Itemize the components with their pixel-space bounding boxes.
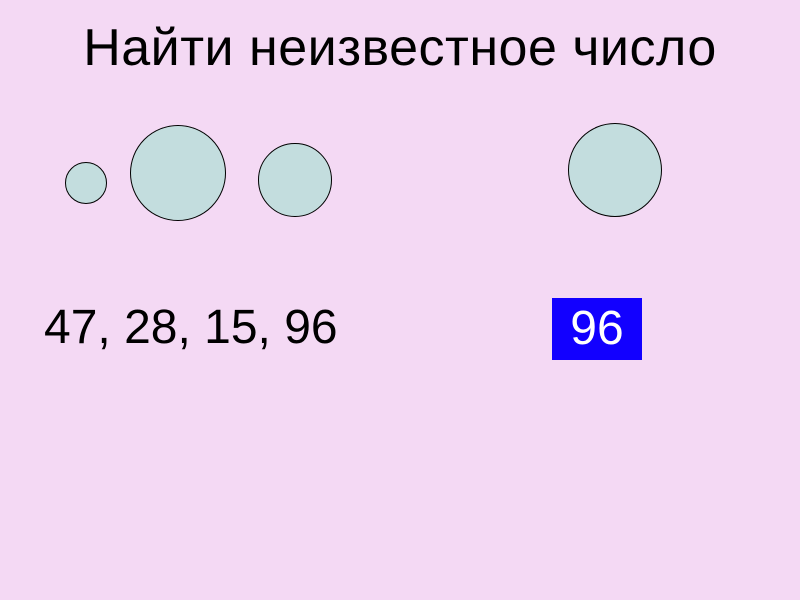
circle-4 — [568, 123, 662, 217]
circle-3 — [258, 143, 332, 217]
circle-1 — [65, 162, 107, 204]
circle-2 — [130, 125, 226, 221]
answer-box: 96 — [552, 298, 642, 360]
number-list: 47, 28, 15, 96 — [44, 300, 338, 355]
page-title: Найти неизвестное число — [0, 18, 800, 78]
